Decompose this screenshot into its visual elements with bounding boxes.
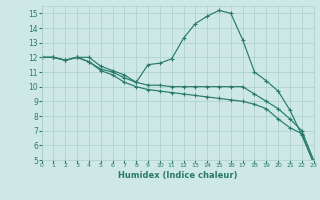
X-axis label: Humidex (Indice chaleur): Humidex (Indice chaleur) (118, 171, 237, 180)
